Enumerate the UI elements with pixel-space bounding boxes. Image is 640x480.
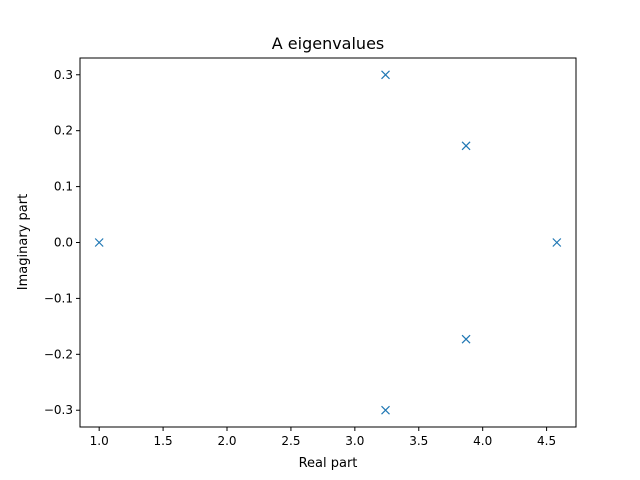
marker-stroke [552, 238, 562, 247]
y-axis-label: Imaginary part [16, 194, 31, 290]
x-tick-label: 3.5 [409, 434, 428, 448]
x-tick-label: 4.0 [473, 434, 492, 448]
data-point [461, 334, 471, 344]
marker-stroke [94, 238, 104, 247]
x-tick-label: 3.0 [345, 434, 364, 448]
data-points [94, 70, 562, 415]
x-tick-label: 2.5 [281, 434, 300, 448]
x-tick-label: 2.0 [217, 434, 236, 448]
data-point [461, 141, 471, 151]
y-tick-label: 0.3 [54, 68, 73, 82]
y-axis: −0.3 −0.2 −0.1 0.0 0.1 0.2 0.3 [44, 68, 80, 417]
marker-stroke [461, 334, 471, 344]
x-axis: 1.0 1.5 2.0 2.5 3.0 3.5 4.0 4.5 [90, 427, 556, 448]
x-tick-label: 1.5 [154, 434, 173, 448]
y-tick-label: 0.1 [54, 180, 73, 194]
y-tick-label: −0.1 [44, 291, 73, 305]
marker-stroke [381, 70, 390, 80]
data-point [552, 238, 562, 247]
chart-title: A eigenvalues [272, 34, 385, 53]
y-tick-label: 0.0 [54, 236, 73, 250]
x-tick-label: 4.5 [537, 434, 556, 448]
y-tick-label: −0.3 [44, 403, 73, 417]
y-tick-label: 0.2 [54, 124, 73, 138]
x-axis-label: Real part [299, 456, 358, 471]
data-point [94, 238, 104, 247]
x-tick-label: 1.0 [90, 434, 109, 448]
data-point [381, 70, 390, 80]
marker-stroke [381, 405, 390, 415]
marker-stroke [461, 141, 471, 151]
data-point [381, 405, 390, 415]
y-tick-label: −0.2 [44, 347, 73, 361]
